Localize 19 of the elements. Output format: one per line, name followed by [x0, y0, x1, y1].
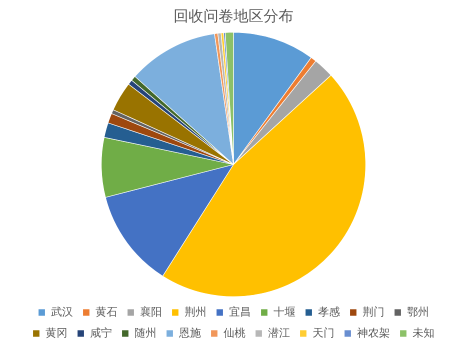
legend-label: 宜昌 [228, 305, 251, 318]
legend-label: 神农架 [356, 326, 390, 340]
legend-label: 仙桃 [223, 326, 246, 340]
legend-label: 十堰 [273, 305, 296, 318]
legend-label: 黄石 [95, 305, 118, 318]
legend-label: 荆门 [362, 305, 384, 318]
legend-label: 黄冈 [45, 326, 68, 340]
legend-label: 咸宁 [90, 326, 112, 340]
legend-label: 潜江 [268, 326, 290, 340]
legend-label: 孝感 [318, 305, 340, 318]
legend-label: 武汉 [50, 305, 73, 318]
legend-label: 天门 [312, 326, 334, 340]
legend-label: 荆州 [184, 305, 206, 318]
legend-label: 随州 [134, 326, 156, 340]
legend-label: 襄阳 [140, 305, 162, 318]
chart-title: 回收问卷地区分布 [174, 6, 294, 25]
legend-label: 恩施 [178, 326, 201, 340]
legend-label: 鄂州 [406, 305, 429, 318]
legend-label: 未知 [412, 326, 434, 340]
